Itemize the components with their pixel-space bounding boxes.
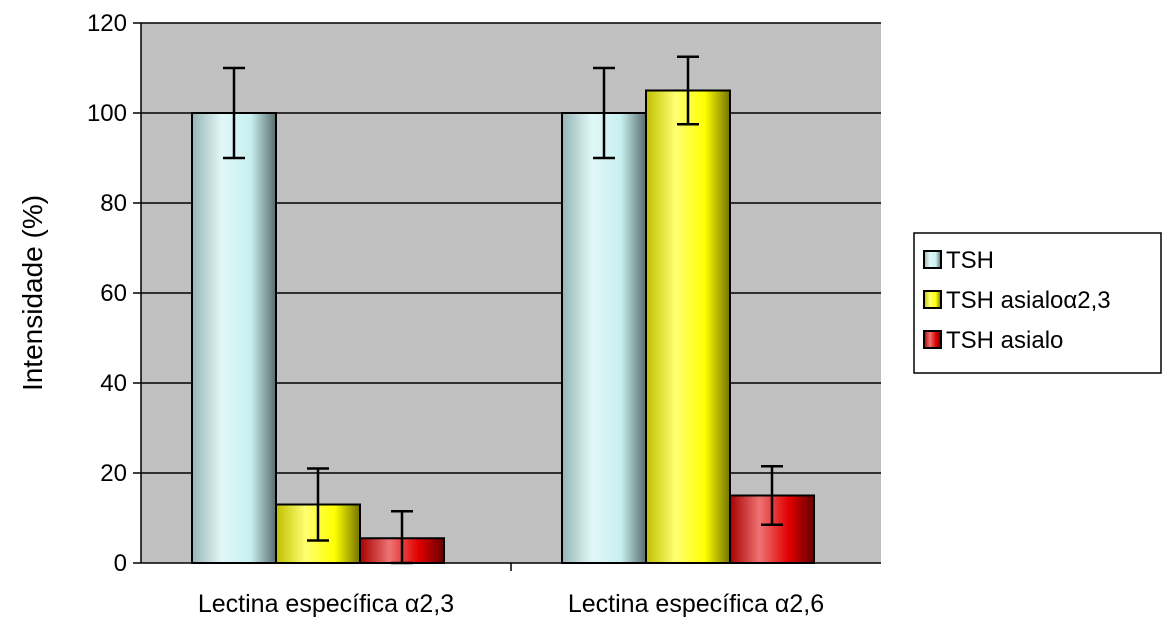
legend: TSH TSH asialoα2,3 TSH asialo — [913, 232, 1162, 374]
legend-swatch — [923, 290, 942, 309]
bar — [645, 89, 731, 564]
x-tick-label: Lectina específica α2,6 — [568, 590, 824, 618]
legend-swatch — [923, 250, 942, 269]
y-tick-label: 80 — [100, 190, 127, 217]
bar — [561, 112, 647, 564]
legend-label: TSH — [946, 247, 994, 274]
y-axis-label: Intensidade (%) — [17, 195, 48, 391]
legend-box — [913, 232, 1162, 374]
axes: 0 20 40 60 80 100 120 Lectina específica α2,3 Le… — [87, 10, 881, 618]
y-tick-label: 20 — [100, 460, 127, 487]
legend-label: TSH asialo — [946, 327, 1063, 354]
y-tick-label: 100 — [87, 100, 127, 127]
bar — [191, 112, 277, 564]
legend-label: TSH asialoα2,3 — [946, 287, 1111, 314]
bars — [191, 55, 815, 565]
y-tick-label: 60 — [100, 280, 127, 307]
y-tick-label: 40 — [100, 370, 127, 397]
y-tick-label: 120 — [87, 10, 127, 37]
y-tick-label: 0 — [114, 550, 127, 577]
legend-swatch — [923, 330, 942, 349]
x-tick-label: Lectina específica α2,3 — [198, 590, 454, 618]
